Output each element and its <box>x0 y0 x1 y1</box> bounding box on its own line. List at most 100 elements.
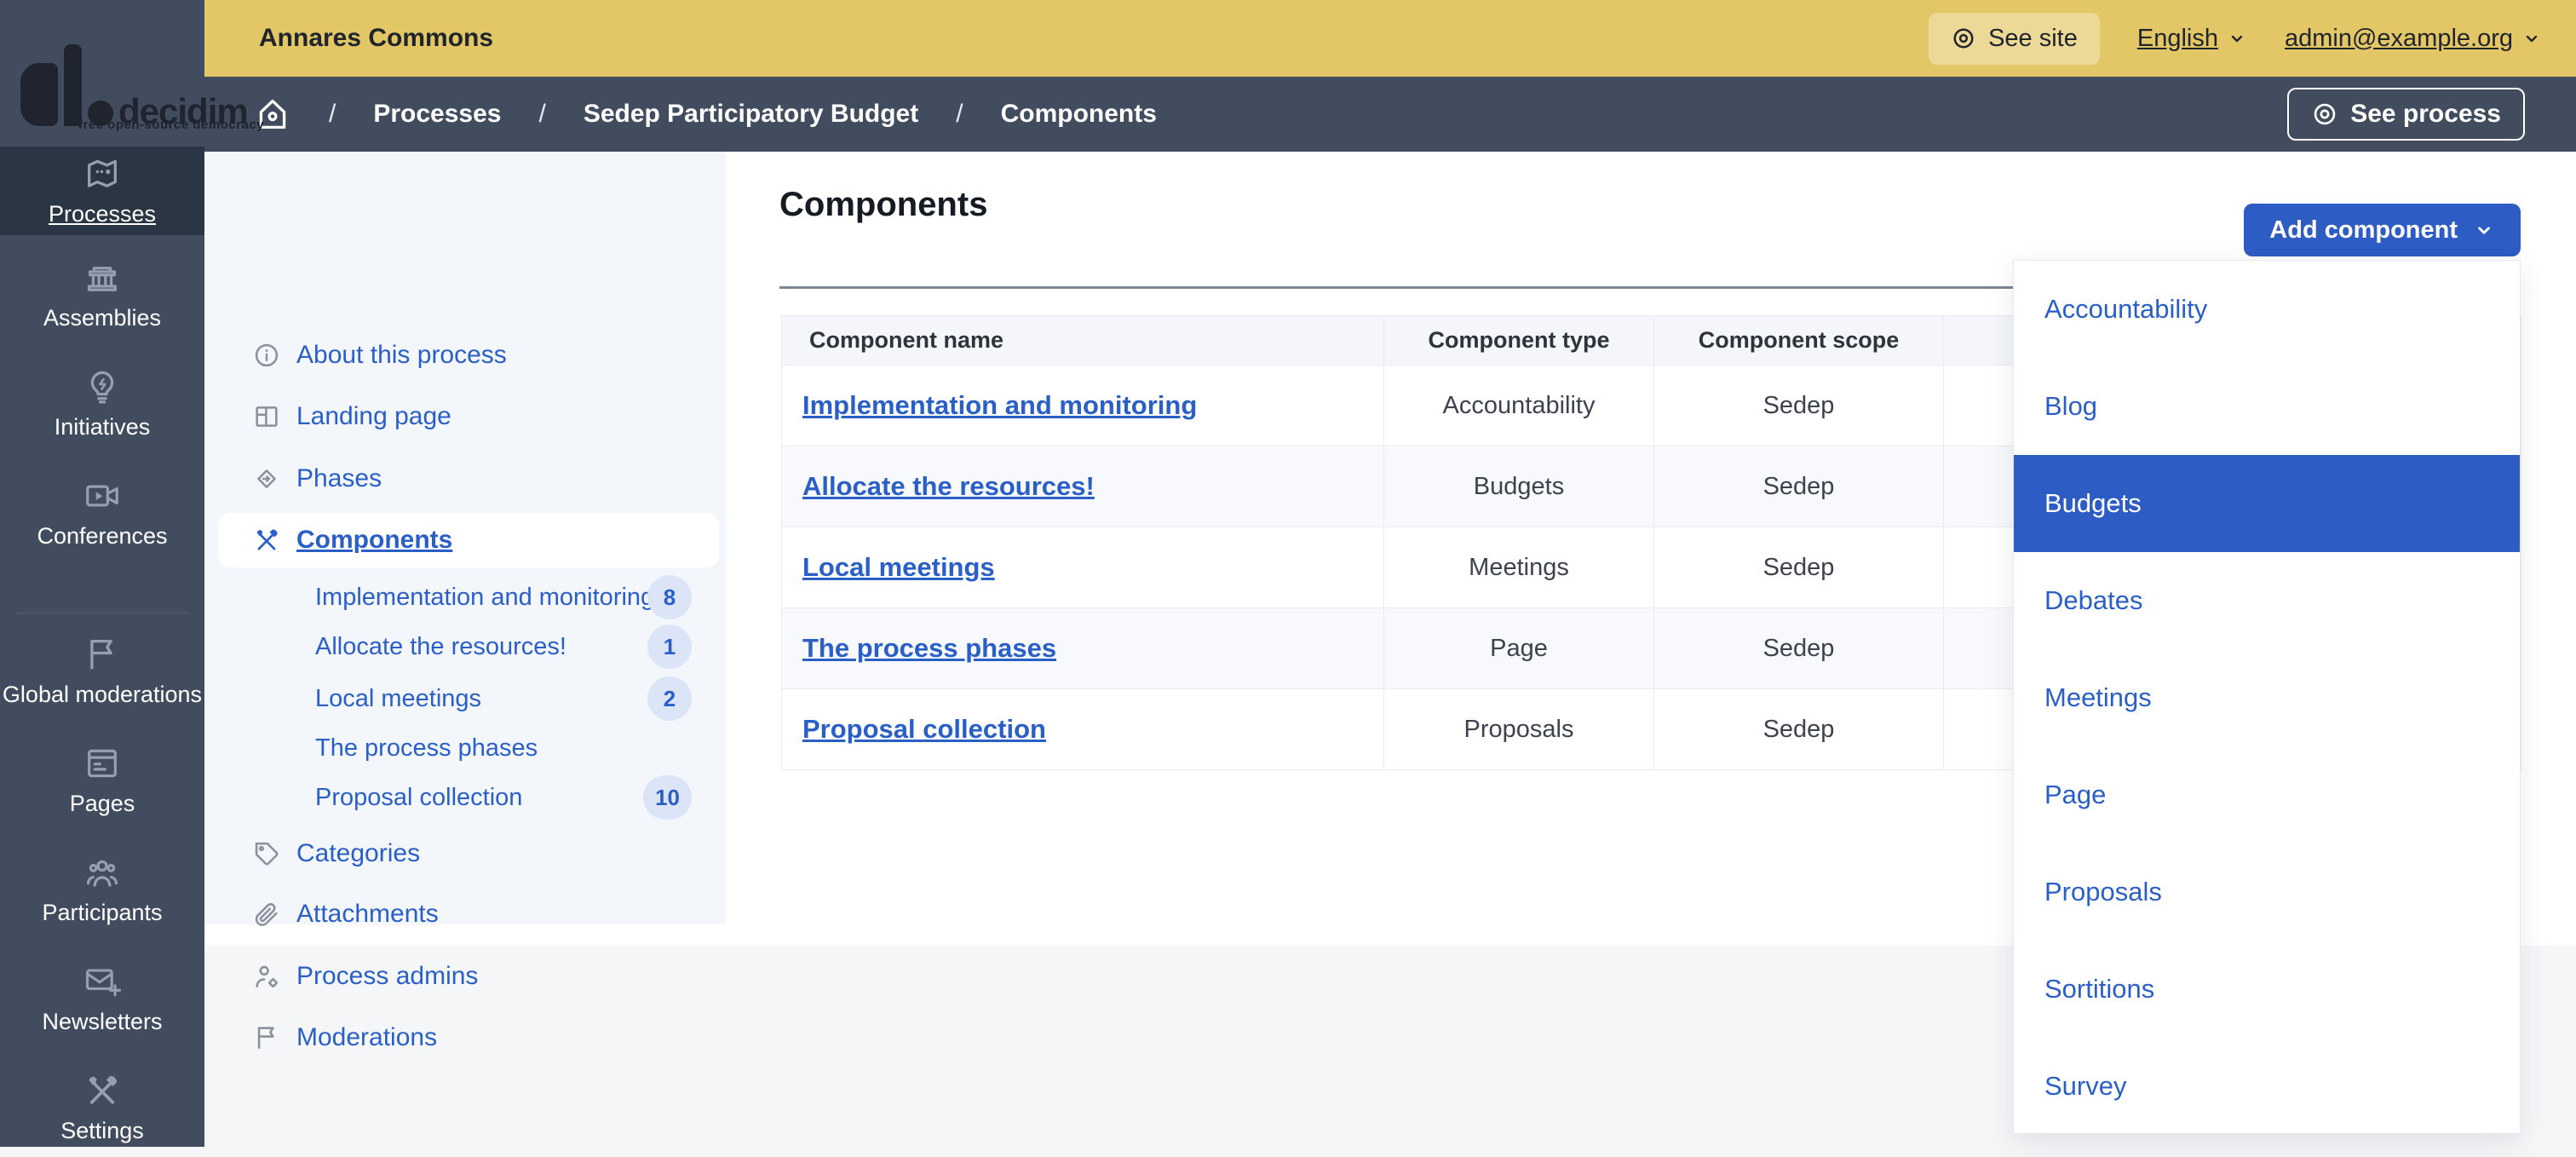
title-bar-actions: See site English admin@example.org <box>1929 12 2542 65</box>
see-site-label: See site <box>1988 24 2078 52</box>
column-header-type: Component type <box>1383 315 1654 366</box>
component-link-proposal-collection[interactable]: Proposal collection 10 <box>315 773 692 822</box>
component-type-cell: Proposals <box>1383 688 1654 770</box>
component-link-process-phases[interactable]: The process phases <box>315 723 692 773</box>
sidebar-item-label: Assemblies <box>43 305 162 331</box>
breadcrumb-process-title[interactable]: Sedep Participatory Budget <box>583 100 919 128</box>
process-nav-moderations[interactable]: Moderations <box>218 1010 719 1065</box>
people-icon <box>83 853 122 892</box>
count-badge: 2 <box>647 676 692 721</box>
logo-brand: decidim <box>118 91 249 132</box>
see-process-label: See process <box>2350 100 2501 128</box>
component-link-local-meetings[interactable]: Local meetings 2 <box>315 674 692 723</box>
tools-icon <box>252 526 281 555</box>
chevron-down-icon <box>2473 219 2495 241</box>
dropdown-item-sortitions[interactable]: Sortitions <box>2044 974 2155 1004</box>
component-link-label: Local meetings <box>315 684 482 712</box>
process-nav-label: Phases <box>296 464 382 492</box>
organization-name: Annares Commons <box>259 24 494 52</box>
info-icon <box>252 341 281 370</box>
dropdown-item-meetings[interactable]: Meetings <box>2044 682 2152 712</box>
logo-shape <box>88 101 113 126</box>
sidebar-item-global-moderations[interactable]: Global moderations <box>0 622 204 721</box>
component-scope-cell: Sedep <box>1653 527 1944 608</box>
sidebar-item-assemblies[interactable]: Assemblies <box>0 245 204 344</box>
sidebar-item-settings[interactable]: Settings <box>0 1058 204 1157</box>
page-title: Components <box>779 186 988 223</box>
component-row-link[interactable]: Implementation and monitoring <box>802 390 1198 420</box>
sidebar-item-label: Global moderations <box>2 682 203 708</box>
process-nav-components[interactable]: Components <box>218 513 719 567</box>
see-process-button[interactable]: See process <box>2287 88 2525 141</box>
component-type-cell: Page <box>1383 607 1654 689</box>
tag-icon <box>252 839 281 868</box>
sidebar-item-label: Newsletters <box>42 1009 163 1035</box>
dropdown-item-page[interactable]: Page <box>2044 780 2107 809</box>
process-nav-attachments[interactable]: Attachments <box>218 887 719 941</box>
process-nav-label: Attachments <box>296 900 439 928</box>
breadcrumb-separator: / <box>538 100 546 128</box>
sidebar-item-label: Pages <box>69 791 135 817</box>
eye-icon <box>2311 101 2338 128</box>
component-scope-cell: Sedep <box>1653 365 1944 446</box>
paperclip-icon <box>252 900 281 929</box>
sidebar-item-initiatives[interactable]: Initiatives <box>0 354 204 453</box>
component-link-implementation[interactable]: Implementation and monitoring 8 <box>315 573 692 622</box>
component-row-link[interactable]: Proposal collection <box>802 714 1046 744</box>
sidebar-item-label: Settings <box>60 1118 144 1144</box>
component-link-allocate[interactable]: Allocate the resources! 1 <box>315 622 692 671</box>
bank-icon <box>83 258 122 297</box>
count-badge: 8 <box>647 575 692 619</box>
sidebar-item-conferences[interactable]: Conferences <box>0 463 204 562</box>
language-selector[interactable]: English <box>2137 25 2247 53</box>
decidim-logo: decidim free open-source democracy <box>0 0 264 152</box>
breadcrumb-processes[interactable]: Processes <box>373 100 502 128</box>
dropdown-item-blog[interactable]: Blog <box>2044 391 2098 421</box>
process-nav-categories[interactable]: Categories <box>218 826 719 881</box>
user-gear-icon <box>252 962 281 991</box>
user-email: admin@example.org <box>2284 24 2513 52</box>
process-nav-landing-page[interactable]: Landing page <box>218 389 719 444</box>
add-component-button[interactable]: Add component <box>2244 204 2521 256</box>
flag-icon <box>83 635 122 674</box>
component-link-label: Implementation and monitoring <box>315 583 655 611</box>
process-nav-phases[interactable]: Phases <box>218 452 719 506</box>
mail-plus-icon <box>83 962 122 1001</box>
tools-icon <box>83 1071 122 1110</box>
user-menu[interactable]: admin@example.org <box>2285 25 2542 53</box>
video-camera-icon <box>83 476 122 515</box>
component-row-link[interactable]: Local meetings <box>802 552 995 582</box>
component-type-cell: Accountability <box>1383 365 1654 446</box>
breadcrumb-separator: / <box>329 100 336 128</box>
process-nav-about[interactable]: About this process <box>218 328 719 383</box>
sidebar-item-participants[interactable]: Participants <box>0 840 204 939</box>
dropdown-item-survey[interactable]: Survey <box>2044 1071 2127 1101</box>
dropdown-item-debates[interactable]: Debates <box>2044 585 2143 615</box>
component-link-label: Proposal collection <box>315 783 523 811</box>
sidebar-item-label: Participants <box>42 900 163 926</box>
dropdown-item-budgets[interactable]: Budgets <box>2014 455 2520 552</box>
component-row-link[interactable]: Allocate the resources! <box>802 471 1095 501</box>
home-icon[interactable] <box>254 95 291 133</box>
main-sidebar: decidim free open-source democracy Proce… <box>0 0 264 1147</box>
sidebar-item-label: Conferences <box>37 523 168 550</box>
dropdown-item-accountability[interactable]: Accountability <box>2044 294 2208 324</box>
sidebar-item-newsletters[interactable]: Newsletters <box>0 949 204 1048</box>
breadcrumb-components[interactable]: Components <box>1000 100 1157 128</box>
process-nav-label: Moderations <box>296 1023 438 1051</box>
see-site-button[interactable]: See site <box>1929 12 2100 65</box>
count-badge: 10 <box>643 775 692 820</box>
chevron-down-icon <box>2521 28 2542 49</box>
dropdown-item-proposals[interactable]: Proposals <box>2044 877 2162 907</box>
component-row-link[interactable]: The process phases <box>802 633 1057 663</box>
component-scope-cell: Sedep <box>1653 446 1944 527</box>
add-component-dropdown: Accountability Blog Budgets Debates Meet… <box>2013 260 2521 1134</box>
sidebar-item-label: Processes <box>48 201 157 227</box>
logo-shape <box>20 63 58 126</box>
sidebar-item-pages[interactable]: Pages <box>0 731 204 830</box>
sidebar-item-processes[interactable]: Processes <box>0 147 204 235</box>
process-nav-process-admins[interactable]: Process admins <box>218 949 719 1004</box>
process-nav-label: Landing page <box>296 402 451 430</box>
column-header-scope: Component scope <box>1653 315 1944 366</box>
map-icon <box>83 154 122 193</box>
